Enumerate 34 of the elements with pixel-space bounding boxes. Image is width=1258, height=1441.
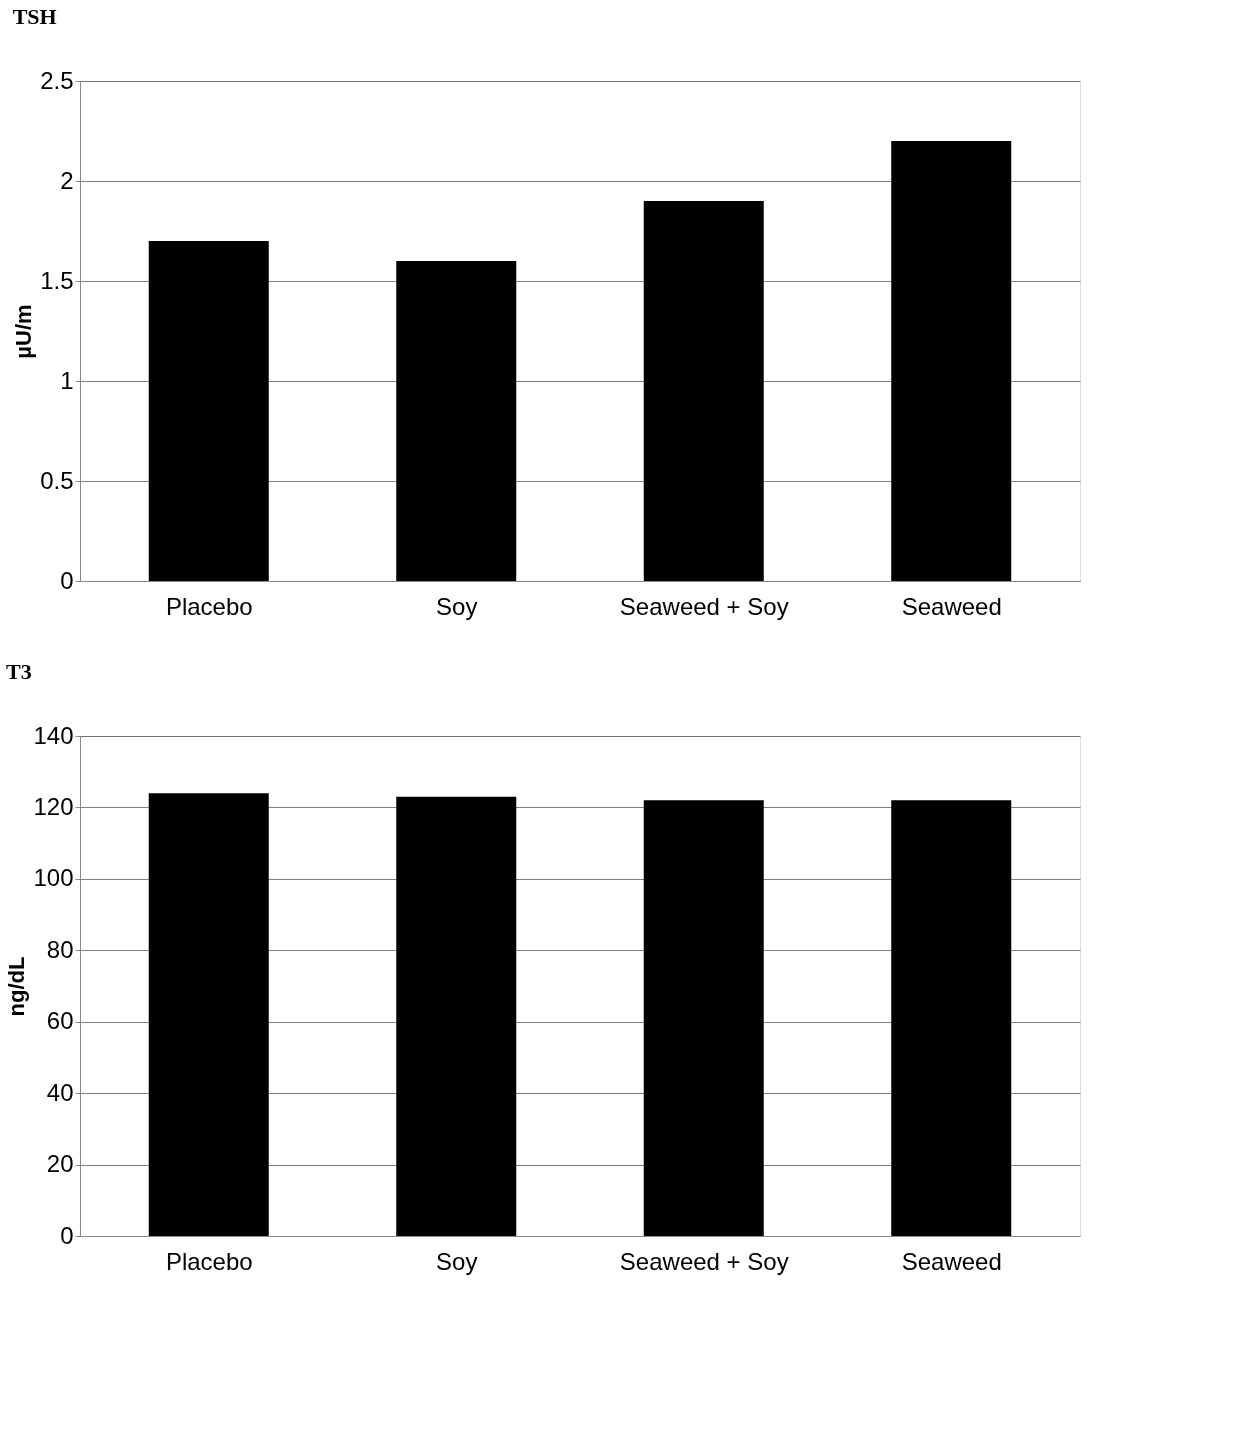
y-tick-label: 2.5: [40, 66, 74, 94]
bar: [396, 796, 517, 1236]
y-tick-label: 140: [33, 721, 74, 749]
y-tick-label: 120: [33, 792, 74, 820]
bar: [891, 141, 1012, 581]
x-tick-label: Placebo: [165, 1247, 253, 1275]
chart-title: TSH: [12, 4, 57, 29]
x-tick-label: Seaweed + Soy: [619, 1247, 789, 1275]
y-tick-label: 1: [60, 366, 74, 394]
x-tick-label: Soy: [436, 1247, 478, 1275]
x-tick-label: Placebo: [165, 592, 253, 620]
y-tick-label: 80: [46, 935, 74, 963]
bar: [891, 800, 1012, 1236]
chart-title: T3: [5, 659, 32, 684]
y-tick-label: 0.5: [40, 466, 74, 494]
y-tick-label: 2: [60, 166, 74, 194]
bar: [148, 793, 269, 1236]
bar: [148, 241, 269, 581]
y-tick-label: 0: [60, 1221, 74, 1249]
y-tick-label: 20: [46, 1150, 74, 1178]
y-tick-label: 1.5: [40, 266, 74, 294]
bar: [396, 261, 517, 581]
bar: [643, 800, 764, 1236]
y-tick-label: 100: [33, 864, 74, 892]
y-axis-title: µU/m: [11, 304, 37, 359]
y-axis-title: ng/dL: [4, 956, 30, 1017]
y-tick-label: 0: [60, 566, 74, 594]
x-tick-label: Seaweed: [901, 1247, 1002, 1275]
y-tick-label: 60: [46, 1007, 74, 1035]
y-tick-label: 40: [46, 1078, 74, 1106]
x-tick-label: Soy: [436, 592, 478, 620]
x-tick-label: Seaweed: [901, 592, 1002, 620]
bar: [643, 201, 764, 581]
x-tick-label: Seaweed + Soy: [619, 592, 789, 620]
